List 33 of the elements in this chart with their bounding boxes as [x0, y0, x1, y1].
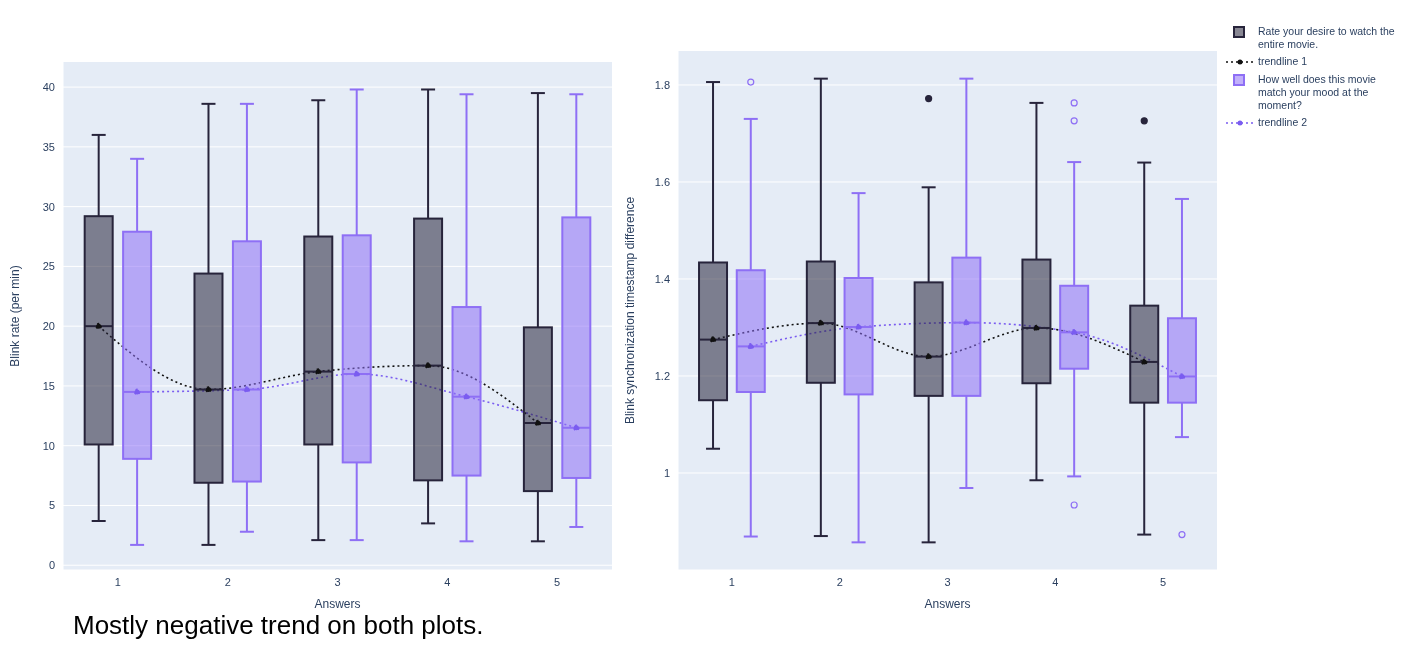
y-tick-label: 30	[42, 200, 55, 213]
y-tick-label: 1.2	[654, 369, 670, 382]
legend-label: trendline 1	[1258, 55, 1308, 68]
y-tick-label: 40	[42, 81, 55, 94]
y-tick-label: 25	[42, 260, 55, 273]
x-tick-label: 5	[554, 575, 561, 588]
y-tick-label: 20	[42, 320, 55, 333]
x-tick-label: 1	[728, 575, 735, 588]
y-tick-label: 0	[48, 559, 55, 572]
y-tick-label: 10	[42, 439, 55, 452]
x-axis-title: Answers	[924, 597, 971, 611]
y-tick-label: 35	[42, 140, 55, 153]
x-tick-label: 2	[224, 575, 231, 588]
x-axis-title: Answers	[314, 597, 361, 611]
x-tick-label: 3	[334, 575, 341, 588]
y-axis-title: Blink synchronization timestamp difference	[623, 196, 638, 425]
y-tick-label: 1.4	[654, 272, 670, 285]
x-tick-label: 4	[1052, 575, 1059, 588]
legend-label: trendline 2	[1258, 116, 1308, 129]
x-tick-label: 3	[944, 575, 951, 588]
legend-label: Rate your desire to watch the entire movie.	[1258, 25, 1395, 51]
y-tick-label: 1.6	[654, 175, 670, 188]
text: Mostly negative trend on both plots.	[73, 610, 484, 641]
y-tick-label: 1.8	[654, 78, 670, 91]
y-tick-label: 1	[663, 466, 670, 479]
y-axis-title: Blink rate (per min)	[8, 265, 23, 367]
y-tick-label: 15	[42, 379, 55, 392]
legend-label: How well does this movie match your mood at the moment?	[1258, 73, 1377, 112]
x-tick-label: 2	[836, 575, 843, 588]
x-tick-label: 5	[1160, 575, 1167, 588]
y-tick-label: 5	[48, 499, 55, 512]
x-tick-label: 4	[444, 575, 451, 588]
x-tick-label: 1	[114, 575, 121, 588]
